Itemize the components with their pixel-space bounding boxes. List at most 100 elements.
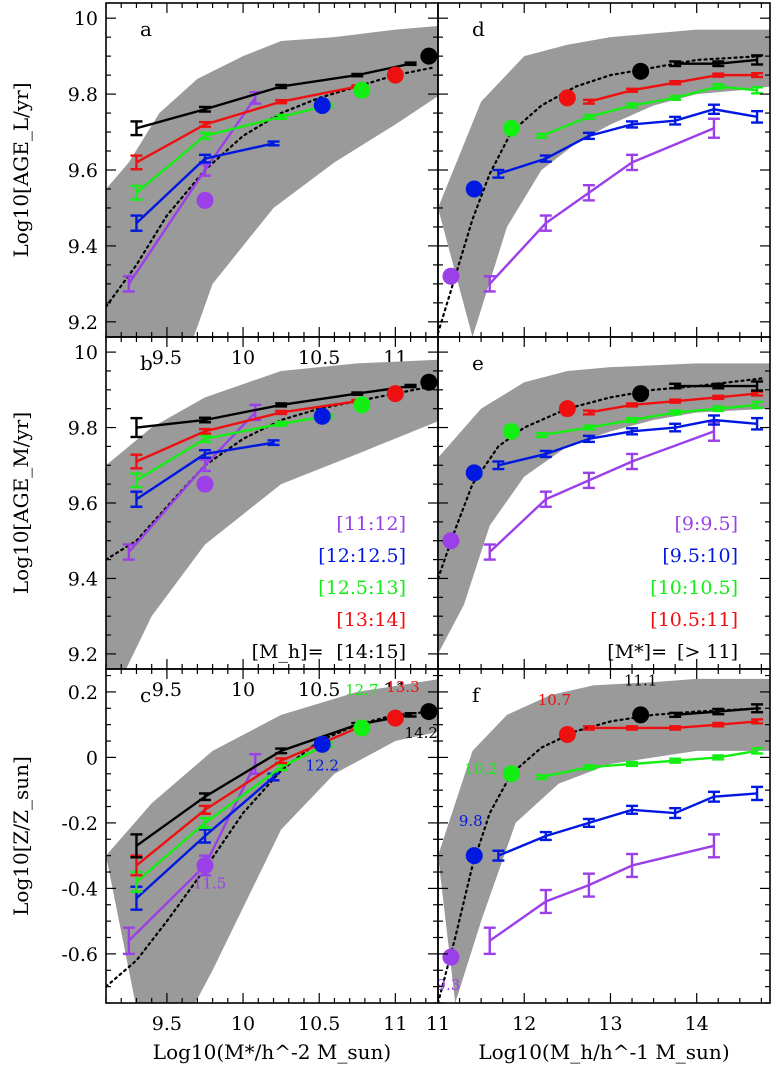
- data-point: [712, 394, 725, 401]
- data-point: [539, 449, 552, 459]
- data-point: [626, 427, 639, 436]
- legend-entry: [14:15]: [336, 641, 406, 663]
- data-point: [582, 131, 595, 141]
- data-point: [130, 833, 143, 859]
- data-point: [582, 764, 595, 771]
- y-tick-label: -0.6: [61, 944, 98, 966]
- panel-label: b: [140, 351, 153, 375]
- legend-entry: [11:12]: [336, 513, 406, 535]
- series-[9.5:10]: [492, 785, 764, 862]
- y-tick-label: 10: [74, 8, 98, 30]
- data-point: [626, 153, 639, 172]
- data-point: [707, 414, 720, 426]
- data-point: [198, 792, 211, 802]
- panel-f: 9.3 9.8 10.2 10.7 11.1 11 12 13 14 f Log10(M_h/h^-…: [426, 668, 771, 1064]
- data-point: [275, 402, 288, 408]
- data-point: [751, 109, 764, 124]
- marker-black: [420, 373, 438, 391]
- data-point: [492, 168, 505, 179]
- legend-entry: [> 11]: [677, 641, 738, 663]
- series-[> 11]: [669, 54, 764, 68]
- legend-prefix: [M_h]=: [252, 641, 324, 663]
- marker-black: [632, 385, 650, 403]
- data-point: [707, 790, 720, 803]
- marker-green: [502, 765, 520, 783]
- marker-red: [386, 709, 404, 727]
- series-[12:12.5]: [130, 439, 280, 508]
- data-point: [483, 926, 496, 956]
- data-point: [198, 131, 211, 141]
- legend: [11:12] [12:12.5] [12.5:13] [13:14] [14:15] […: [252, 513, 406, 663]
- data-point: [483, 275, 496, 293]
- data-point: [669, 60, 682, 68]
- annotation-label: 10.7: [538, 691, 571, 709]
- axis-ticks: [105, 337, 438, 669]
- data-point: [712, 83, 725, 90]
- marker-green: [353, 396, 371, 414]
- series-line: [135, 743, 328, 883]
- data-point: [751, 747, 764, 755]
- y-tick-label: -0.4: [61, 878, 98, 900]
- x-tick-label: 9.5: [152, 347, 182, 369]
- x-tick-label: 10: [231, 1013, 255, 1035]
- data-point: [751, 380, 764, 392]
- panel-label: d: [472, 17, 485, 41]
- data-point: [404, 383, 417, 389]
- data-point: [751, 72, 764, 79]
- data-point: [275, 420, 288, 427]
- marker-purple: [196, 475, 214, 493]
- annotation-label: 14.2: [405, 724, 438, 742]
- marker-red: [558, 725, 576, 743]
- axis-ticks: [437, 669, 770, 1004]
- legend-entry: [10:10.5]: [650, 577, 738, 599]
- median-trend-line: [106, 66, 435, 308]
- data-point: [669, 79, 682, 86]
- annotation-label: 10.2: [464, 760, 497, 778]
- data-point: [669, 422, 682, 433]
- data-point: [669, 409, 682, 416]
- plot-area: [106, 679, 438, 1003]
- data-point: [626, 416, 639, 424]
- y-tick-label: 9.2: [68, 644, 98, 666]
- y-tick-label: 9.8: [68, 84, 98, 106]
- series-[> 11]: [669, 380, 764, 392]
- data-point: [751, 416, 764, 431]
- plot-area: [438, 678, 770, 1003]
- marker-red: [558, 400, 576, 418]
- data-point: [539, 888, 552, 915]
- y-tick-label: 9.8: [68, 418, 98, 440]
- series-line: [541, 403, 758, 437]
- data-point: [275, 757, 288, 765]
- data-point: [539, 214, 552, 232]
- data-point: [582, 434, 595, 444]
- data-point: [483, 543, 496, 561]
- scatter-band: [106, 679, 438, 1003]
- data-point: [130, 472, 143, 489]
- x-tick-label: 11: [426, 1013, 450, 1035]
- data-point: [712, 405, 725, 413]
- series-[12:12.5]: [130, 140, 280, 232]
- data-point: [198, 434, 211, 444]
- data-point: [626, 102, 639, 109]
- data-point: [130, 490, 143, 508]
- data-point: [712, 707, 725, 716]
- data-point: [198, 105, 211, 113]
- data-point: [751, 785, 764, 802]
- marker-black: [632, 62, 650, 80]
- data-point: [751, 54, 764, 66]
- data-point: [275, 113, 288, 120]
- series-line: [135, 85, 358, 164]
- y-tick-label: 9.4: [68, 236, 98, 258]
- data-point: [582, 872, 595, 898]
- panel-d: d: [437, 2, 771, 338]
- x-tick-label: 10.5: [298, 1013, 340, 1035]
- data-point: [582, 409, 595, 416]
- data-point: [582, 471, 595, 490]
- data-point: [198, 427, 211, 435]
- plot-area: [438, 363, 770, 654]
- series-[14:15]: [130, 383, 417, 439]
- data-point: [712, 382, 725, 390]
- x-tick-label: 14: [685, 1013, 709, 1035]
- marker-purple: [442, 267, 460, 285]
- data-point: [267, 140, 280, 147]
